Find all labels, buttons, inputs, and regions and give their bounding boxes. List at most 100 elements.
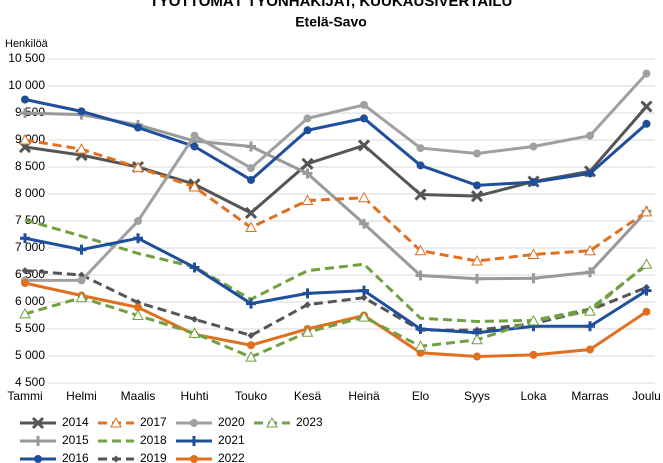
marker — [642, 119, 651, 128]
series-line — [24, 138, 648, 263]
marker — [21, 95, 29, 104]
marker — [414, 340, 427, 351]
series-line — [24, 281, 648, 359]
legend-marker — [31, 416, 45, 430]
marker — [20, 233, 30, 244]
marker — [640, 100, 653, 113]
y-tick-label: 8 000 — [15, 186, 45, 200]
y-tick-label: 7 000 — [15, 240, 45, 254]
legend-marker — [189, 436, 199, 446]
marker — [415, 270, 426, 281]
marker — [21, 279, 29, 288]
marker — [360, 294, 368, 302]
marker — [584, 305, 596, 316]
marker — [358, 191, 370, 203]
x-tick-label: Syys — [464, 389, 490, 403]
legend-label: 2016 — [62, 451, 89, 463]
marker — [190, 131, 199, 140]
marker — [470, 190, 484, 203]
legend-marker — [190, 419, 198, 427]
legend-marker — [110, 416, 122, 428]
marker — [245, 351, 257, 362]
series-line — [24, 98, 648, 187]
marker — [414, 244, 427, 256]
marker — [585, 321, 595, 332]
y-tick-label: 10 500 — [8, 51, 45, 65]
marker — [529, 178, 538, 187]
legend-label: 2020 — [218, 415, 245, 429]
y-tick-label: 4 500 — [15, 375, 45, 389]
marker — [134, 123, 142, 132]
marker — [246, 298, 256, 309]
marker — [302, 168, 313, 179]
marker — [359, 218, 369, 229]
marker — [640, 205, 653, 217]
chart-title: TYÖTTÖMÄT TYÖNHAKIJAT, KUUKAUSIVERTAILU — [150, 0, 513, 10]
x-tick-label: Huhti — [180, 389, 208, 403]
legend-label: 2017 — [140, 415, 167, 429]
marker — [189, 262, 200, 273]
legend-label: 2015 — [62, 433, 89, 447]
x-tick-label: Helmi — [66, 389, 97, 403]
marker — [301, 326, 314, 337]
marker — [640, 258, 653, 269]
marker — [473, 352, 481, 361]
marker — [642, 69, 651, 78]
marker — [471, 254, 483, 266]
marker — [77, 276, 86, 285]
marker — [190, 142, 199, 151]
marker — [416, 144, 425, 153]
marker — [247, 341, 255, 350]
legend-label: 2022 — [218, 451, 245, 463]
marker — [245, 221, 257, 232]
marker — [472, 273, 482, 284]
marker — [303, 126, 312, 135]
series-line — [24, 269, 648, 338]
legend-label: 2014 — [62, 415, 89, 429]
marker — [471, 333, 483, 345]
x-tick-label: Joulu — [632, 389, 661, 403]
marker — [586, 169, 594, 178]
marker — [586, 131, 594, 140]
marker — [585, 267, 595, 278]
legend-label: 2019 — [140, 451, 167, 463]
marker — [528, 273, 539, 284]
x-tick-label: Heinä — [348, 389, 380, 403]
marker — [75, 143, 88, 154]
marker — [473, 181, 481, 190]
marker — [76, 244, 87, 255]
marker — [416, 161, 425, 170]
legend-marker — [190, 455, 198, 463]
marker — [134, 217, 142, 225]
marker — [527, 248, 540, 259]
marker — [133, 233, 143, 244]
marker — [134, 303, 142, 312]
marker — [19, 133, 31, 145]
marker — [303, 114, 312, 123]
marker — [20, 108, 30, 118]
marker — [77, 107, 86, 116]
marker — [358, 311, 370, 322]
legend-marker — [34, 455, 42, 463]
x-tick-label: Loka — [520, 389, 546, 403]
marker — [357, 139, 371, 152]
x-tick-label: Touko — [235, 389, 267, 403]
marker — [246, 141, 256, 152]
marker — [302, 288, 313, 299]
marker — [21, 267, 29, 275]
legend-label: 2021 — [218, 433, 245, 447]
marker — [247, 175, 255, 184]
x-tick-label: Marras — [571, 389, 608, 403]
marker — [191, 315, 198, 323]
marker — [132, 161, 144, 173]
y-tick-label: 6 000 — [15, 294, 45, 308]
series-line — [25, 72, 648, 282]
legend-marker — [33, 436, 43, 446]
x-tick-label: Elo — [412, 389, 430, 403]
marker — [473, 149, 481, 158]
marker — [414, 188, 427, 201]
chart-subtitle: Etelä-Savo — [295, 14, 367, 30]
marker — [304, 301, 311, 309]
series-line — [24, 236, 648, 335]
